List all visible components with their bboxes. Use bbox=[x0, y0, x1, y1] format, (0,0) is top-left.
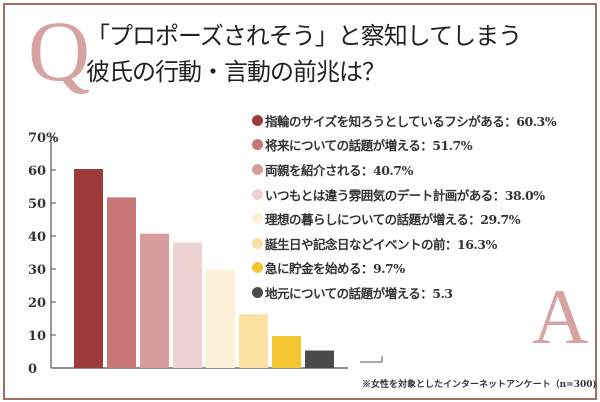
legend-swatch bbox=[252, 114, 263, 126]
y-tick-label: 10 bbox=[28, 329, 46, 344]
legend-item: 理想の暮らしについての話題が増える：29.7% bbox=[252, 206, 556, 231]
decorative-bracket bbox=[360, 356, 383, 363]
legend-item: 両親を紹介される：40.7% bbox=[252, 157, 556, 182]
a-letter-logo: A bbox=[532, 273, 589, 360]
chart-title: 「プロポーズされそう」と察知してしまう 彼氏の行動・言動の前兆は？ bbox=[86, 18, 522, 90]
legend-swatch bbox=[252, 237, 263, 249]
legend-label: 両親を紹介される：40.7% bbox=[265, 162, 413, 178]
y-tick-label: 30 bbox=[28, 263, 46, 278]
legend-label: 理想の暮らしについての話題が増える：29.7% bbox=[265, 212, 521, 228]
q-letter-logo: Q bbox=[28, 3, 91, 99]
legend-item: 地元についての話題が増える：5.3 bbox=[252, 280, 556, 305]
legend-swatch bbox=[252, 213, 263, 225]
legend-swatch bbox=[252, 262, 263, 274]
legend-label: 誕生日や記念日などイベントの前：16.3% bbox=[265, 236, 497, 252]
legend-item: 誕生日や記念日などイベントの前：16.3% bbox=[252, 231, 556, 256]
y-tick-label: 40 bbox=[28, 230, 46, 245]
legend-label: 地元についての話題が増える：5.3 bbox=[265, 285, 453, 301]
bar-2 bbox=[107, 197, 136, 368]
bar-1 bbox=[74, 169, 103, 368]
legend-item: 将来についての話題が増える：51.7% bbox=[252, 133, 556, 158]
legend-swatch bbox=[252, 188, 263, 200]
legend: 指輪のサイズを知ろうとしているフシがある：60.3% 将来についての話題が増える：… bbox=[252, 108, 557, 305]
legend-label: 指輪のサイズを知ろうとしているフシがある：60.3% bbox=[265, 113, 557, 129]
footnote: ※女性を対象としたインターネットアンケート（n=300) bbox=[362, 380, 597, 390]
title-line-1: 「プロポーズされそう」と察知してしまう bbox=[86, 22, 522, 50]
legend-item: 指輪のサイズを知ろうとしているフシがある：60.3% bbox=[252, 108, 557, 133]
chart-frame bbox=[3, 3, 597, 400]
bar-6 bbox=[239, 314, 268, 368]
title-line-2: 彼氏の行動・言動の前兆は？ bbox=[86, 58, 386, 86]
y-tick-label: 60 bbox=[28, 164, 46, 179]
legend-swatch bbox=[252, 286, 263, 298]
legend-label: 将来についての話題が増える：51.7% bbox=[265, 138, 473, 154]
y-tick-label: 70% bbox=[28, 131, 59, 146]
legend-item: 急に貯金を始める：9.7% bbox=[252, 256, 556, 281]
legend-swatch bbox=[252, 163, 263, 175]
bar-5 bbox=[206, 269, 235, 368]
bar-3 bbox=[140, 233, 169, 368]
bar-4 bbox=[173, 242, 202, 368]
legend-label: いつもとは違う雰囲気のデート計画がある：38.0% bbox=[265, 187, 545, 203]
legend-label: 急に貯金を始める：9.7% bbox=[265, 261, 405, 277]
bar-7 bbox=[272, 335, 301, 368]
legend-swatch bbox=[252, 139, 263, 151]
y-tick-label: 20 bbox=[28, 296, 46, 311]
legend-item: いつもとは違う雰囲気のデート計画がある：38.0% bbox=[252, 182, 556, 207]
bar-8 bbox=[305, 350, 334, 368]
y-tick-label: 0 bbox=[28, 362, 37, 377]
y-tick-label: 50 bbox=[28, 197, 46, 212]
